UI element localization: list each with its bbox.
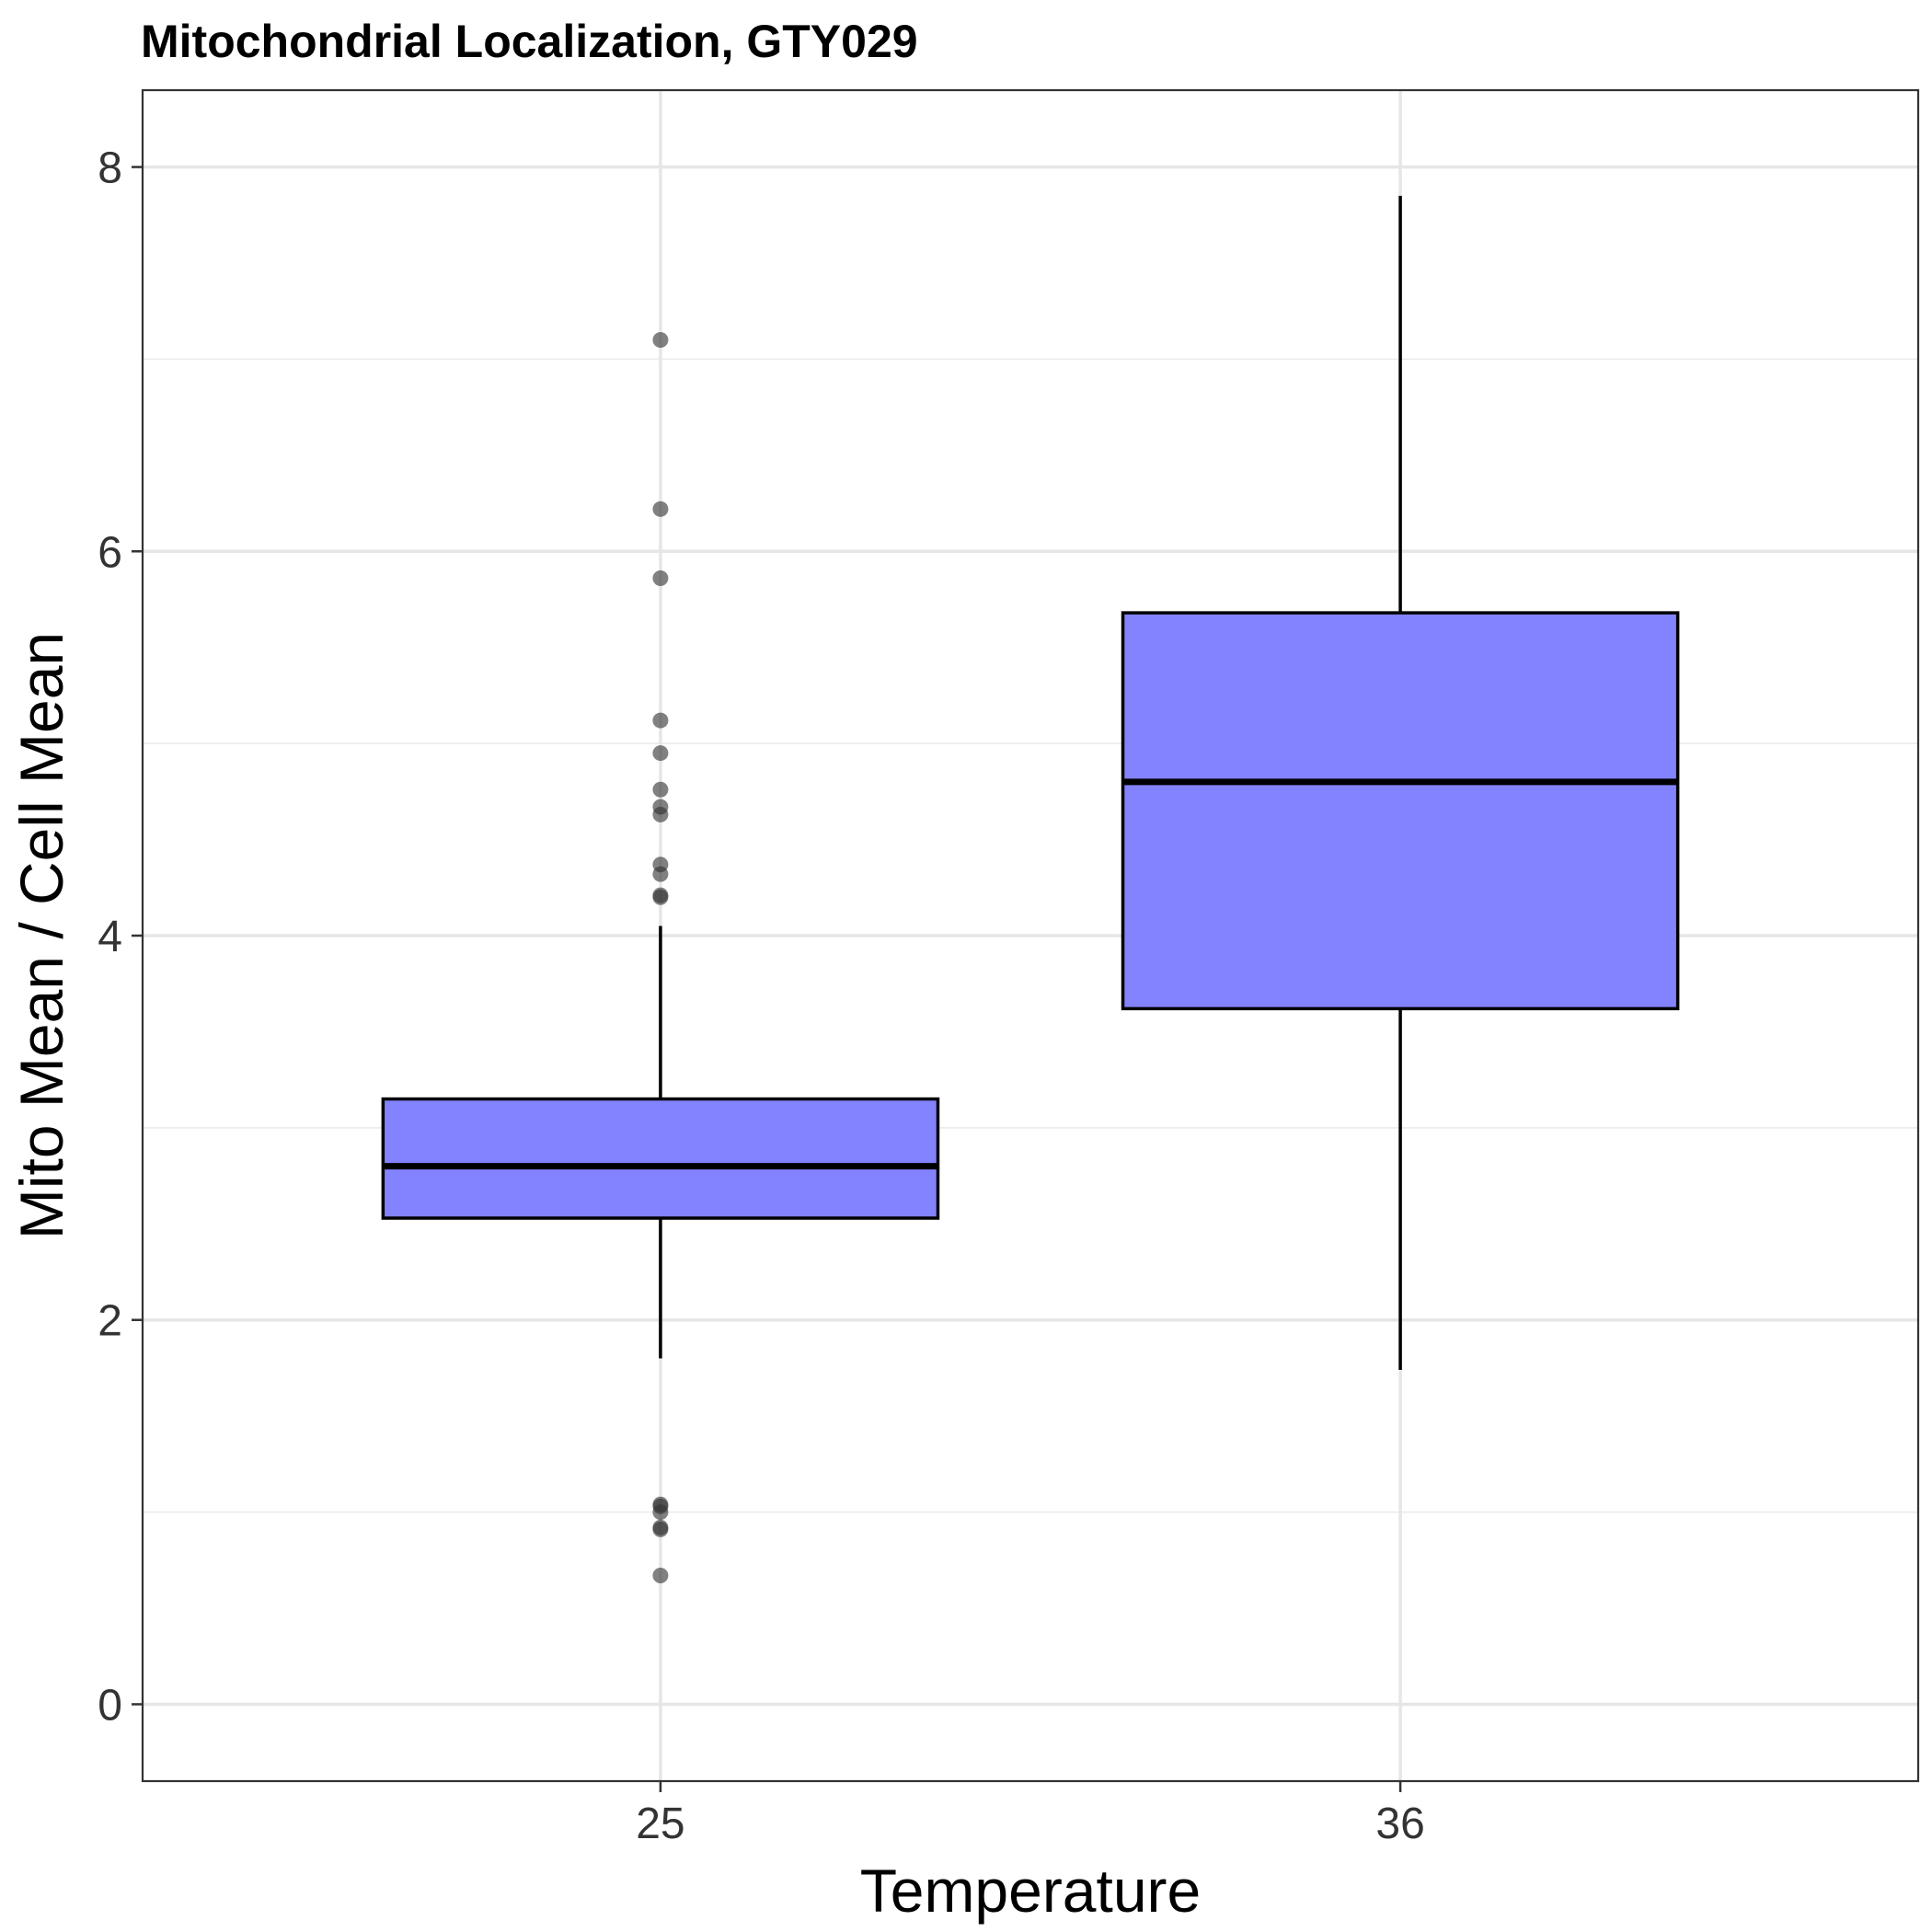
outlier-point (652, 570, 669, 587)
y-tick-label: 6 (98, 528, 122, 577)
box-25 (381, 926, 940, 1359)
x-tick-label: 25 (636, 1800, 684, 1848)
y-tick-label: 2 (98, 1297, 122, 1346)
outlier-point (652, 1504, 669, 1521)
outlier-point (652, 781, 669, 798)
outlier-point (652, 1521, 669, 1537)
outlier-point (652, 332, 669, 349)
outlier-point (652, 806, 669, 822)
outlier-point (652, 712, 669, 729)
chart-title: Mitochondrial Localization, GTY029 (141, 16, 918, 67)
outlier-points (652, 332, 669, 1584)
outlier-point (652, 1568, 669, 1584)
y-tick-label: 4 (98, 913, 122, 961)
y-tick-label: 0 (98, 1681, 122, 1730)
box-iqr (381, 1097, 940, 1220)
y-axis: 0 2 4 6 8 (98, 144, 143, 1730)
outlier-point (652, 866, 669, 882)
boxes (381, 195, 1680, 1371)
y-tick-label: 8 (98, 144, 122, 193)
box-iqr (1121, 611, 1680, 1011)
x-axis-title: Temperature (860, 1857, 1202, 1925)
outlier-point (652, 889, 669, 905)
x-tick-label: 36 (1375, 1800, 1424, 1848)
outlier-point (652, 500, 669, 517)
box-36 (1121, 195, 1680, 1371)
x-axis: 25 36 (636, 1781, 1425, 1848)
outlier-point (652, 745, 669, 762)
y-axis-title: Mito Mean / Cell Mean (7, 632, 75, 1239)
